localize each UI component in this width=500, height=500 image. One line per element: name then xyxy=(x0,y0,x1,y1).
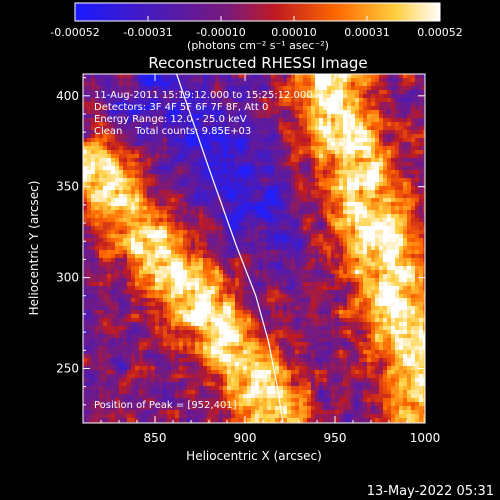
heatmap-image xyxy=(83,74,425,423)
y-axis-label: Heliocentric Y (arcsec) xyxy=(27,181,41,316)
annotation-detectors: Detectors: 3F 4F 5F 6F 7F 8F, Att 0 xyxy=(94,102,268,113)
x-axis-label: Heliocentric X (arcsec) xyxy=(186,449,322,463)
footer-timestamp: 13-May-2022 05:31 xyxy=(367,484,494,499)
colorbar-tick-label: 0.00010 xyxy=(271,26,317,39)
y-tick-label: 350 xyxy=(56,180,79,194)
x-tick-label: 950 xyxy=(324,431,347,445)
y-tick-label: 250 xyxy=(56,361,79,375)
colorbar-tick-label: -0.00010 xyxy=(196,26,245,39)
colorbar xyxy=(74,2,441,22)
x-tick-label: 1000 xyxy=(410,431,441,445)
colorbar-tick-label: -0.00052 xyxy=(50,26,99,39)
annotation-energy-range: Energy Range: 12.0 - 25.0 keV xyxy=(94,114,247,125)
colorbar-tick-label: 0.00031 xyxy=(344,26,390,39)
colorbar-unit-label: (photons cm⁻² s⁻¹ asec⁻²) xyxy=(187,39,329,52)
x-tick-label: 900 xyxy=(234,431,257,445)
chart-title: Reconstructed RHESSI Image xyxy=(148,54,367,72)
y-tick-label: 400 xyxy=(56,89,79,103)
x-tick-label: 850 xyxy=(144,431,167,445)
annotation-clean-counts: Clean Total counts: 9.85E+03 xyxy=(94,126,251,137)
peak-position-label: Position of Peak = [952,401] xyxy=(94,400,237,411)
colorbar-tick-label: 0.00052 xyxy=(417,26,463,39)
colorbar-tick-label: -0.00031 xyxy=(123,26,172,39)
solar-limb-curve xyxy=(176,73,284,424)
y-tick-label: 300 xyxy=(56,271,79,285)
annotation-time-range: 11-Aug-2011 15:19:12.000 to 15:25:12.000 xyxy=(94,90,313,101)
axis-ticks: 850 900 950 1000 250 300 350 400 xyxy=(56,74,440,445)
colorbar-ticks: -0.00052 -0.00031 -0.00010 0.00010 0.00031 0.… xyxy=(50,16,463,39)
plot-frame xyxy=(82,73,426,424)
